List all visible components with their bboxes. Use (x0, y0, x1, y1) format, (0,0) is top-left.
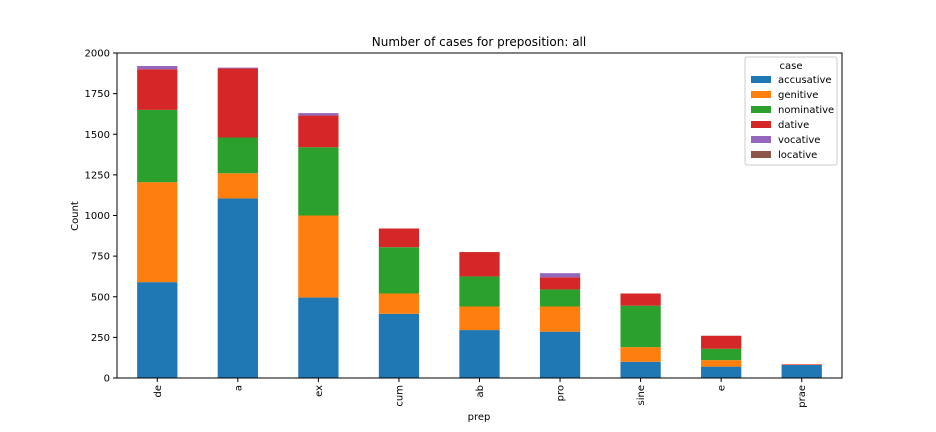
y-axis: 0 250 500 750 1000 1250 1500 1750 2000 (85, 49, 117, 385)
bar-a-accusative (217, 198, 258, 378)
x-tick-label: ex (314, 385, 325, 397)
bar-de-dative (137, 69, 178, 110)
legend-swatch-genitive (751, 91, 771, 98)
bar-ab-genitive (459, 306, 500, 331)
y-tick-label: 1750 (85, 89, 110, 100)
x-tick-label: prae (797, 385, 808, 408)
legend-entries: accusative genitive nominative dative vocati… (751, 75, 834, 161)
x-tick-label: de (153, 385, 164, 398)
bar-e-nominative (701, 348, 742, 361)
x-axis-label: prep (468, 412, 491, 423)
bar-pro-genitive (539, 306, 581, 332)
x-tick-label: e (717, 385, 728, 391)
bar-sine-genitive (620, 347, 661, 362)
bar-de-genitive (137, 182, 178, 283)
bar-cum-dative (378, 228, 420, 248)
y-tick-label: 250 (91, 333, 110, 344)
bar-a-dative (217, 68, 258, 138)
legend-swatch-vocative (751, 136, 771, 143)
bar-ex-vocative (298, 113, 339, 116)
y-tick-label: 750 (91, 252, 110, 263)
y-tick-label: 0 (104, 374, 110, 385)
legend-label: locative (778, 150, 817, 161)
legend-label: vocative (778, 135, 820, 146)
bar-cum-genitive (378, 293, 420, 314)
bar-pro-vocative (539, 273, 581, 278)
bar-sine-nominative (620, 305, 661, 348)
y-tick-label: 1250 (85, 170, 110, 181)
bars-group (137, 66, 822, 379)
bar-pro-dative (539, 277, 581, 290)
legend-swatch-nominative (751, 106, 771, 113)
x-tick-label: sine (636, 385, 647, 405)
bar-ex-accusative (298, 297, 339, 378)
legend-label: genitive (778, 90, 818, 101)
x-tick-label: a (233, 385, 244, 391)
bar-ab-dative (459, 252, 500, 277)
bar-a-genitive (217, 173, 258, 199)
legend-label: dative (778, 120, 809, 131)
bar-ab-accusative (459, 330, 500, 378)
bar-de-nominative (137, 109, 178, 183)
bar-ab-nominative (459, 276, 500, 307)
bar-e-genitive (701, 360, 742, 367)
bar-e-dative (701, 335, 742, 349)
y-tick-label: 500 (91, 292, 110, 303)
x-tick-label: pro (556, 385, 567, 401)
bar-de-accusative (137, 282, 178, 379)
bar-prae-accusative (781, 365, 822, 378)
legend-title: case (780, 61, 803, 72)
bar-a-vocative (217, 67, 258, 69)
plot-frame (116, 52, 843, 379)
legend-label: nominative (778, 105, 834, 116)
legend: case accusative genitive nominative dative v… (744, 56, 838, 166)
bar-sine-dative (620, 293, 661, 306)
y-tick-label: 2000 (85, 49, 110, 60)
bar-pro-nominative (539, 289, 581, 307)
legend-label: accusative (778, 75, 832, 86)
bar-cum-accusative (378, 313, 420, 378)
legend-swatch-dative (751, 121, 771, 128)
x-tick-label: ab (475, 385, 486, 397)
bar-pro-accusative (539, 331, 581, 378)
bar-a-nominative (217, 137, 258, 174)
y-tick-label: 1500 (85, 130, 110, 141)
bar-e-accusative (701, 366, 742, 379)
legend-swatch-accusative (751, 76, 771, 83)
bar-de-vocative (137, 66, 178, 70)
bar-ex-dative (298, 115, 339, 148)
x-tick-label: cum (394, 385, 405, 407)
bar-ex-nominative (298, 147, 339, 216)
bar-cum-nominative (378, 247, 420, 294)
x-axis: de a ex cum ab pro sine e prae (153, 378, 808, 408)
bar-sine-accusative (620, 361, 661, 378)
bar-ex-genitive (298, 215, 339, 298)
chart-title: Number of cases for preposition: all (372, 35, 586, 49)
legend-swatch-locative (751, 151, 771, 158)
y-axis-label: Count (70, 201, 81, 231)
y-tick-label: 1000 (85, 211, 110, 222)
